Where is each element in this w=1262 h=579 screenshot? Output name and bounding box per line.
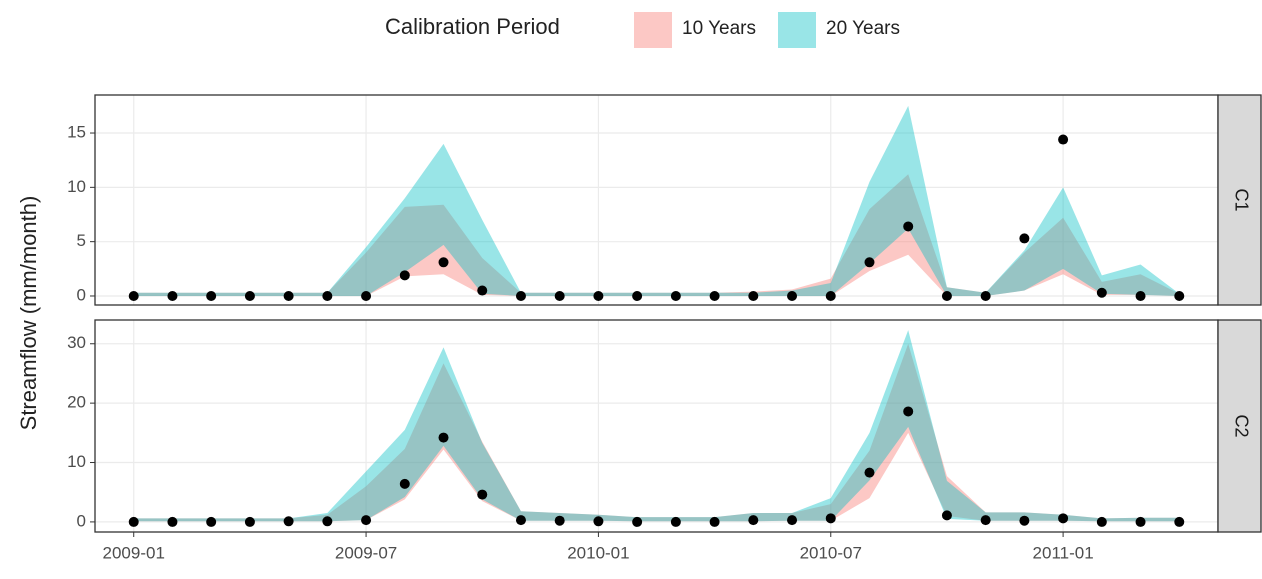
observed-point	[864, 467, 875, 478]
observed-point	[399, 478, 410, 489]
observed-point	[361, 290, 372, 301]
observed-point	[438, 257, 449, 268]
observed-point	[825, 513, 836, 524]
observed-point	[1135, 516, 1146, 527]
observed-point	[438, 432, 449, 443]
observed-point	[1174, 290, 1185, 301]
observed-point	[206, 290, 217, 301]
observed-point	[787, 515, 798, 526]
observed-point	[322, 516, 333, 527]
observed-point	[399, 270, 410, 281]
observed-point	[244, 290, 255, 301]
x-tick-label: 2009-01	[103, 543, 165, 562]
ribbon	[133, 174, 1180, 296]
strip-label: C2	[1231, 414, 1251, 437]
observed-point	[709, 516, 720, 527]
observed-point	[477, 489, 488, 500]
observed-point	[283, 516, 294, 527]
observed-point	[748, 290, 759, 301]
observed-point	[941, 290, 952, 301]
panel-background	[95, 95, 1218, 305]
observed-point	[322, 290, 333, 301]
observed-point	[283, 290, 294, 301]
y-tick-label: 10	[67, 452, 86, 471]
legend-label: 10 Years	[682, 18, 756, 39]
x-tick-label: 2009-07	[335, 543, 397, 562]
observed-point	[903, 221, 914, 232]
observed-point	[1135, 290, 1146, 301]
strip-label: C1	[1231, 188, 1251, 211]
y-tick-label: 20	[67, 393, 86, 412]
observed-point	[632, 516, 643, 527]
ribbon	[133, 343, 1180, 522]
observed-point	[515, 515, 526, 526]
observed-point	[1096, 287, 1107, 298]
observed-point	[593, 516, 604, 527]
observed-point	[1019, 515, 1030, 526]
observed-point	[128, 516, 139, 527]
observed-point	[206, 516, 217, 527]
observed-point	[825, 290, 836, 301]
observed-point	[941, 510, 952, 521]
y-tick-label: 30	[67, 333, 86, 352]
observed-point	[709, 290, 720, 301]
observed-point	[980, 515, 991, 526]
ribbon	[133, 330, 1180, 522]
y-tick-label: 0	[77, 285, 86, 304]
y-axis-label: Streamflow (mm/month)	[16, 196, 41, 431]
observed-point	[670, 290, 681, 301]
observed-point	[1096, 516, 1107, 527]
observed-point	[361, 515, 372, 526]
observed-point	[980, 290, 991, 301]
observed-point	[515, 290, 526, 301]
observed-point	[593, 290, 604, 301]
x-tick-label: 2010-01	[567, 543, 629, 562]
observed-point	[1058, 513, 1069, 524]
legend-title: Calibration Period	[385, 14, 560, 39]
observed-point	[1058, 134, 1069, 145]
observed-point	[670, 516, 681, 527]
observed-point	[903, 406, 914, 417]
observed-point	[554, 515, 565, 526]
observed-point	[748, 515, 759, 526]
observed-point	[554, 290, 565, 301]
observed-point	[864, 257, 875, 268]
y-tick-label: 15	[67, 123, 86, 142]
x-tick-label: 2010-07	[800, 543, 862, 562]
y-tick-label: 10	[67, 177, 86, 196]
observed-point	[1019, 233, 1030, 244]
ribbon	[133, 105, 1180, 296]
x-tick-label: 2011-01	[1033, 543, 1094, 562]
observed-point	[244, 516, 255, 527]
observed-point	[167, 516, 178, 527]
legend-swatch	[778, 12, 816, 48]
observed-point	[787, 290, 798, 301]
observed-point	[1174, 516, 1185, 527]
strip	[1217, 319, 1262, 533]
strip	[1217, 94, 1262, 306]
y-tick-label: 5	[77, 231, 86, 250]
panel-background	[95, 320, 1218, 532]
observed-point	[128, 290, 139, 301]
legend-swatch	[634, 12, 672, 48]
y-tick-label: 0	[77, 511, 86, 530]
observed-point	[167, 290, 178, 301]
observed-point	[632, 290, 643, 301]
legend-label: 20 Years	[826, 18, 900, 39]
observed-point	[477, 285, 488, 296]
